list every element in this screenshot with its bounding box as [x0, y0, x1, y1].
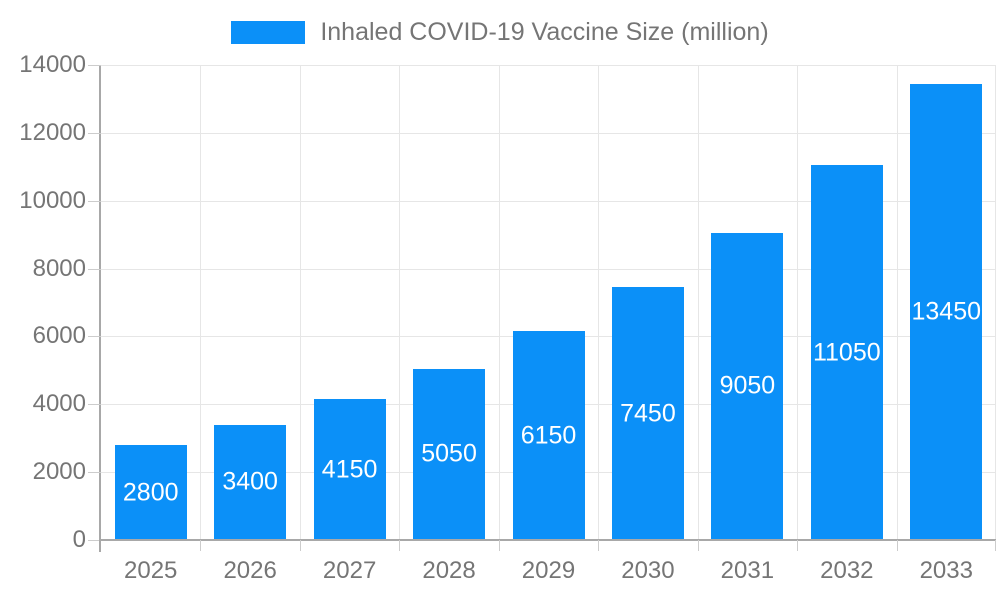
bar-value-label: 11050 — [812, 338, 881, 367]
gridline-vertical — [399, 65, 401, 540]
y-axis-tick — [88, 65, 101, 66]
x-axis-tick-label: 2030 — [621, 557, 675, 584]
y-axis-tick-label: 2000 — [32, 458, 86, 486]
y-axis-tick-label: 0 — [72, 526, 86, 553]
legend-label: Inhaled COVID-19 Vaccine Size (million) — [320, 17, 769, 46]
bar[interactable]: 3400 — [214, 424, 287, 540]
gridline-horizontal — [101, 200, 996, 202]
x-axis-tick — [99, 540, 101, 551]
x-axis-tick-label: 2028 — [422, 557, 476, 584]
bar[interactable]: 9050 — [711, 232, 784, 540]
x-axis-tick — [498, 540, 500, 551]
y-axis-tick — [88, 200, 101, 202]
bar-value-label: 7450 — [620, 399, 676, 428]
y-axis-tick — [88, 540, 101, 541]
gridline-horizontal — [101, 268, 996, 270]
x-axis-tick-label: 2031 — [720, 557, 775, 584]
y-axis-tick — [88, 336, 101, 338]
gridline-vertical — [697, 65, 699, 540]
x-axis-tick-label: 2032 — [820, 557, 874, 584]
x-axis-tick-label: 2033 — [919, 557, 973, 584]
legend-swatch-icon — [231, 20, 306, 44]
bar[interactable]: 4150 — [313, 399, 386, 540]
x-axis-tick — [697, 540, 699, 551]
x-axis-tick — [797, 540, 799, 551]
x-axis-tick-label: 2027 — [322, 557, 377, 584]
bar[interactable]: 7450 — [611, 287, 684, 540]
gridline-horizontal — [101, 65, 996, 66]
x-axis-tick — [399, 540, 401, 551]
y-axis-tick — [88, 404, 101, 406]
bar-value-label: 9050 — [719, 371, 776, 400]
y-axis-tick-label: 6000 — [32, 322, 86, 350]
bar-value-label: 4150 — [321, 455, 378, 484]
y-axis-tick-label: 14000 — [19, 51, 86, 78]
x-axis-tick-label: 2026 — [223, 557, 277, 584]
y-axis-tick-label: 10000 — [19, 186, 86, 214]
x-axis-tick — [995, 540, 996, 551]
y-axis-tick — [88, 268, 101, 270]
gridline-vertical — [797, 65, 799, 540]
y-axis-tick-label: 8000 — [32, 254, 86, 282]
gridline-vertical — [598, 65, 600, 540]
bar[interactable]: 11050 — [810, 165, 883, 540]
bar[interactable]: 13450 — [910, 83, 983, 540]
bar[interactable]: 6150 — [512, 331, 585, 540]
gridline-vertical — [896, 65, 898, 540]
x-axis-line — [101, 539, 996, 541]
x-axis-tick-label: 2029 — [521, 557, 576, 584]
bar-value-label: 5050 — [421, 439, 477, 468]
y-axis-tick-label: 12000 — [19, 118, 86, 146]
bar-value-label: 2800 — [122, 478, 179, 506]
x-axis-tick — [200, 540, 202, 551]
bar-value-label: 6150 — [520, 421, 577, 450]
bar[interactable]: 5050 — [413, 368, 486, 540]
gridline-vertical — [299, 65, 301, 540]
gridline-vertical — [498, 65, 500, 540]
y-axis-tick — [88, 132, 101, 134]
y-axis-tick — [88, 472, 101, 474]
gridline-vertical — [200, 65, 202, 540]
x-axis-tick — [299, 540, 301, 551]
x-axis-tick — [598, 540, 600, 551]
bar[interactable]: 2800 — [114, 445, 187, 540]
x-axis-tick — [896, 540, 898, 551]
legend-item[interactable]: Inhaled COVID-19 Vaccine Size (million) — [0, 17, 1000, 46]
gridline-vertical — [995, 65, 996, 540]
y-axis-line — [99, 65, 101, 552]
gridline-horizontal — [101, 132, 996, 134]
x-axis-tick-label: 2025 — [124, 557, 178, 584]
plot-area: 2800 3400 4150 5050 6150 7450 9050 11050 13450 — [99, 65, 996, 552]
bar-value-label: 13450 — [911, 297, 982, 326]
bar-value-label: 3400 — [222, 467, 278, 496]
y-axis-tick-label: 4000 — [32, 390, 86, 418]
